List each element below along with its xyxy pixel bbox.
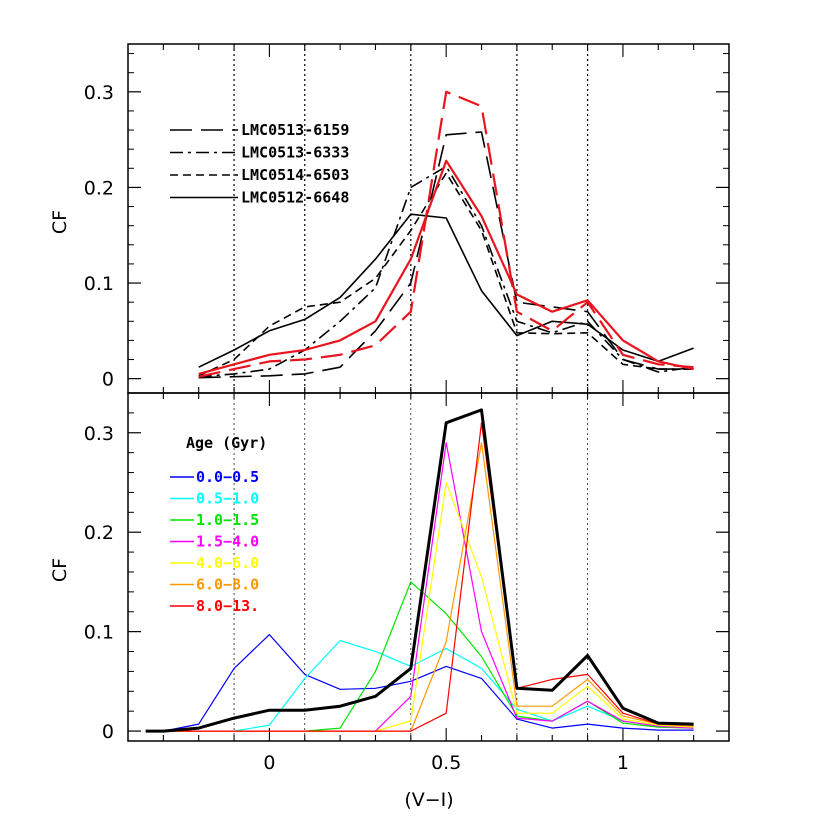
- top-y-tick-label: 0: [102, 369, 114, 391]
- series-line-8.0−13.: [145, 422, 694, 732]
- bottom-x-tick-label: 0.5: [431, 752, 461, 774]
- series-line-0.0−0.5: [145, 633, 694, 732]
- bottom-plot-frame: [127, 392, 730, 742]
- legend-label: LMC0513-6333: [241, 144, 349, 162]
- legend-age-label: 8.0−13.: [196, 597, 259, 615]
- legend-label: LMC0513-6159: [241, 121, 349, 139]
- bottom-x-tick-label: 1: [617, 752, 629, 774]
- legend-age-label: 0.5−1.0: [196, 490, 259, 508]
- legend-age-label: 6.0−8.0: [196, 576, 259, 594]
- top-y-tick-label: 0.3: [84, 82, 114, 104]
- bottom-y-tick-label: 0.2: [84, 522, 114, 544]
- bottom-y-axis-title: CF: [49, 558, 71, 582]
- top-y-tick-label: 0.1: [84, 273, 114, 295]
- bottom-series-line-7: [145, 408, 694, 733]
- legend-age-label: 4.0−6.0: [196, 554, 259, 572]
- top-series-line-5: [198, 159, 694, 375]
- bottom-y-tick-label: 0.3: [84, 423, 114, 445]
- top-series-line-4: [198, 90, 694, 378]
- top-plot-frame: [127, 43, 730, 394]
- series-line-LMC0513-6159: [198, 131, 694, 379]
- top-y-axis-title: CF: [49, 210, 71, 234]
- series-line-LMC0512-6648: [198, 213, 694, 368]
- bottom-y-tick-label: 0: [102, 721, 114, 743]
- legend-label: LMC0512-6648: [241, 189, 349, 207]
- legend-age-label: 0.0−0.5: [196, 468, 259, 486]
- legend-age-label: 1.5−4.0: [196, 533, 259, 551]
- top-panel: 0 0.1 0.2 0.3 LMC0513-6159 LMC0513-6333 LMC051…: [84, 43, 730, 394]
- legend-label: LMC0514-6503: [241, 166, 349, 184]
- x-axis-title: (V−I): [404, 789, 453, 811]
- bottom-x-tick-label: 0: [263, 752, 275, 774]
- series-line-LMC0513-6333: [198, 165, 694, 378]
- bottom-panel: 0 0.1 0.2 0.3 0 0.5 1 Age (Gyr) 0.0−0.5 0.5−1.0 1.…: [84, 392, 730, 774]
- legend-age-label: 1.0−1.5: [196, 511, 259, 529]
- series-line-0.5−1.0: [145, 639, 694, 732]
- top-y-tick-label: 0.2: [84, 177, 114, 199]
- bottom-y-tick-label: 0.1: [84, 622, 114, 644]
- legend-title: Age (Gyr): [186, 434, 267, 452]
